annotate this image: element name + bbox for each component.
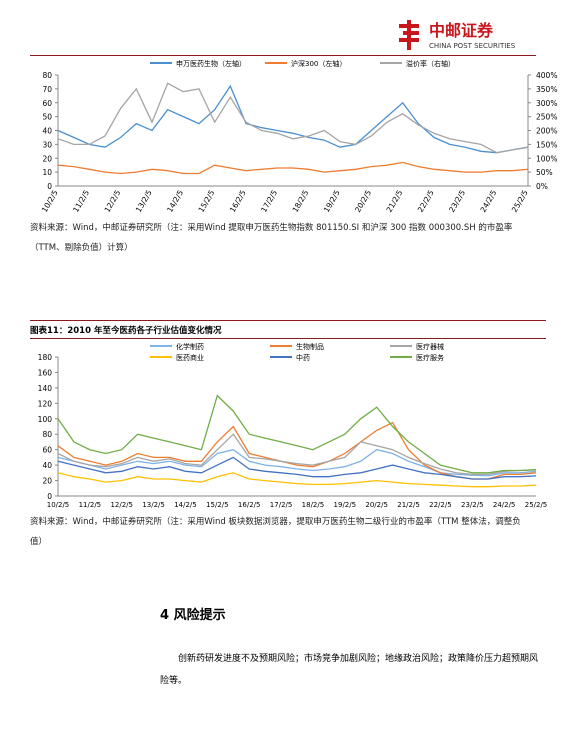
y-tick-label: 180 <box>38 353 53 362</box>
series-line <box>57 161 529 175</box>
legend-label: 生物制品 <box>296 342 324 351</box>
y-tick-label: 60 <box>42 99 52 108</box>
y2-tick-label: 150% <box>536 140 557 149</box>
y-tick-label: 120 <box>38 399 53 408</box>
x-tick-label: 16/2/5 <box>238 501 261 509</box>
x-tick-label: 21/2/5 <box>397 501 420 509</box>
chart: 0 10 20 30 40 50 60 70 80 0% 50% 100% 150% 200% 250% 30… <box>40 59 558 214</box>
logo-en: CHINA POST SECURITIES <box>429 42 516 50</box>
x-tick-label: 21/2/5 <box>385 188 405 214</box>
y-tick-label: 20 <box>42 477 52 486</box>
x-tick-label: 19/2/5 <box>334 501 357 509</box>
y-tick-label: 20 <box>42 154 52 163</box>
x-tick-label: 13/2/5 <box>134 188 154 214</box>
legend-label: 申万医药生物（左轴） <box>176 59 246 68</box>
y2-tick-label: 250% <box>536 113 557 122</box>
logo-cn: 中邮证券 <box>429 21 494 40</box>
source-note: 资料来源：Wind，中邮证券研究所（注：采用Wind 提取申万医药生物指数 80… <box>30 223 513 253</box>
legend-label: 沪深300（左轴） <box>291 59 346 68</box>
x-tick-label: 18/2/5 <box>302 501 325 509</box>
legend-label: 化学制药 <box>176 342 204 351</box>
x-tick-label: 24/2/5 <box>493 501 516 509</box>
x-tick-label: 20/2/5 <box>365 501 388 509</box>
y-tick-label: 0 <box>47 492 52 501</box>
paragraph: 创新药研发进度不及预期风险；市场竞争加剧风险；地缘政治风险；政策降价压力超预期风… <box>160 654 539 686</box>
section-heading: 4 风险提示 <box>160 608 226 623</box>
x-tick-label: 11/2/5 <box>79 501 102 509</box>
y-tick-label: 40 <box>42 127 52 136</box>
x-tick-label: 13/2/5 <box>142 501 165 509</box>
x-tick-label: 10/2/5 <box>47 501 70 509</box>
x-tick-label: 17/2/5 <box>259 188 279 214</box>
y2-tick-label: 200% <box>536 127 557 136</box>
x-tick-label: 15/2/5 <box>197 188 217 214</box>
rule <box>30 55 536 56</box>
y-tick-label: 80 <box>42 71 52 80</box>
series-line <box>57 433 537 476</box>
x-tick-label: 10/2/5 <box>40 188 60 214</box>
y2-tick-label: 50% <box>536 168 553 177</box>
x-tick-label: 22/2/5 <box>416 188 436 214</box>
y-tick-label: 80 <box>42 430 52 439</box>
legend-label: 医疗器械 <box>416 342 444 351</box>
rule <box>30 338 546 339</box>
x-tick-label: 17/2/5 <box>270 501 293 509</box>
y-tick-label: 40 <box>42 461 52 470</box>
y2-tick-label: 0% <box>536 182 548 191</box>
y-tick-label: 30 <box>42 140 52 149</box>
legend-label: 溢价率（右轴） <box>406 59 455 68</box>
series-line <box>57 472 537 488</box>
rule <box>30 320 546 321</box>
series-line <box>57 84 529 154</box>
legend-label: 中药 <box>296 353 310 362</box>
chart-title: 图表11：2010 年至今医药各子行业估值变化情况 <box>30 326 222 336</box>
x-tick-label: 11/2/5 <box>71 188 91 214</box>
logo: 中邮证券 CHINA POST SECURITIES <box>399 20 516 50</box>
y2-tick-label: 350% <box>536 85 557 94</box>
x-tick-label: 12/2/5 <box>110 501 133 509</box>
x-tick-label: 15/2/5 <box>206 501 229 509</box>
y-tick-label: 160 <box>38 368 53 377</box>
y-tick-label: 50 <box>42 113 52 122</box>
x-tick-label: 18/2/5 <box>291 188 311 214</box>
x-tick-label: 25/2/5 <box>510 188 530 214</box>
y-tick-label: 10 <box>42 168 52 177</box>
y2-tick-label: 300% <box>536 99 557 108</box>
series-line <box>57 82 529 154</box>
x-tick-label: 14/2/5 <box>174 501 197 509</box>
x-tick-label: 23/2/5 <box>461 501 484 509</box>
y2-tick-label: 400% <box>536 71 557 80</box>
legend-label: 医疗服务 <box>416 353 444 362</box>
y-tick-label: 140 <box>38 384 53 393</box>
x-tick-label: 24/2/5 <box>479 188 499 214</box>
x-tick-label: 12/2/5 <box>103 188 123 214</box>
x-tick-label: 23/2/5 <box>447 188 467 214</box>
y-tick-label: 60 <box>42 446 52 455</box>
chart: 0 20 40 60 80 100 120 140 160 180 10/2/5 11/2/5 12/2… <box>38 342 548 509</box>
x-tick-label: 16/2/5 <box>228 188 248 214</box>
series-line <box>57 456 537 480</box>
y-tick-label: 0 <box>47 182 52 191</box>
x-tick-label: 19/2/5 <box>322 188 342 214</box>
x-tick-label: 20/2/5 <box>353 188 373 214</box>
series-line <box>57 448 537 477</box>
legend-label: 医药商业 <box>176 353 204 362</box>
y-tick-label: 100 <box>38 415 53 424</box>
source-note: 资料来源：Wind，中邮证券研究所（注：采用Wind 板块数据浏览器，提取申万医… <box>30 517 521 547</box>
y-tick-label: 70 <box>42 85 52 94</box>
x-tick-label: 22/2/5 <box>429 501 452 509</box>
x-tick-label: 14/2/5 <box>165 188 185 214</box>
x-tick-label: 25/2/5 <box>525 501 548 509</box>
series-line <box>57 394 537 474</box>
y2-tick-label: 100% <box>536 154 557 163</box>
